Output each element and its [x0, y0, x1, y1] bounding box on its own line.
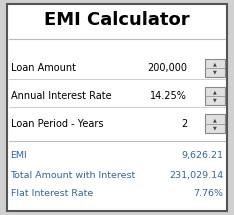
Text: ▼: ▼ — [213, 125, 217, 130]
Text: ▲: ▲ — [213, 89, 217, 94]
Text: ▲: ▲ — [213, 61, 217, 66]
Text: Total Amount with Interest: Total Amount with Interest — [11, 171, 136, 180]
Text: Loan Amount: Loan Amount — [11, 63, 76, 73]
FancyBboxPatch shape — [7, 4, 227, 211]
Text: Flat Interest Rate: Flat Interest Rate — [11, 189, 93, 198]
Text: Loan Period - Years: Loan Period - Years — [11, 119, 103, 129]
Text: 14.25%: 14.25% — [150, 91, 187, 101]
FancyBboxPatch shape — [205, 86, 225, 105]
Text: 200,000: 200,000 — [147, 63, 187, 73]
Text: 7.76%: 7.76% — [194, 189, 223, 198]
FancyBboxPatch shape — [205, 114, 225, 133]
Text: EMI Calculator: EMI Calculator — [44, 11, 190, 29]
Text: ▼: ▼ — [213, 97, 217, 102]
FancyBboxPatch shape — [205, 59, 225, 77]
Text: EMI: EMI — [11, 151, 27, 160]
Text: ▼: ▼ — [213, 69, 217, 74]
Text: ▲: ▲ — [213, 117, 217, 122]
Text: 2: 2 — [181, 119, 187, 129]
Text: 231,029.14: 231,029.14 — [169, 171, 223, 180]
Text: Annual Interest Rate: Annual Interest Rate — [11, 91, 111, 101]
Text: 9,626.21: 9,626.21 — [182, 151, 223, 160]
